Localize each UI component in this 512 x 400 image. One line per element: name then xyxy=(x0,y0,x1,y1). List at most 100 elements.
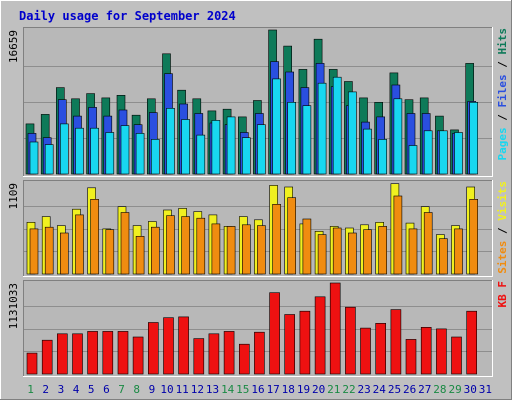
x-tick-label-day-8: 8 xyxy=(133,383,140,396)
bar-kb-f-day-4 xyxy=(72,333,83,375)
x-tick-label-day-12: 12 xyxy=(191,383,204,396)
bar-sites-day-5 xyxy=(90,199,99,275)
bar-sites-day-28 xyxy=(439,238,448,275)
bar-sites-day-22 xyxy=(348,232,357,275)
bar-sites-day-15 xyxy=(242,224,251,275)
bar-pages-day-12 xyxy=(196,134,206,175)
bar-pages-day-22 xyxy=(348,91,357,175)
bar-pages-day-14 xyxy=(226,116,236,175)
x-tick-label-day-26: 26 xyxy=(403,383,416,396)
chart-title: Daily usage for September 2024 xyxy=(19,9,236,23)
bar-sites-day-26 xyxy=(408,228,418,275)
bar-sites-day-30 xyxy=(469,199,479,275)
x-tick-label-day-25: 25 xyxy=(388,383,401,396)
legend-entry: / xyxy=(496,108,509,128)
series-sites xyxy=(29,195,479,275)
x-tick-label-day-17: 17 xyxy=(267,383,280,396)
bar-sites-day-25 xyxy=(393,195,403,275)
bar-kb-f-day-23 xyxy=(360,327,371,375)
legend-entry: Files xyxy=(496,74,509,107)
bar-sites-day-2 xyxy=(44,226,54,275)
bar-sites-day-9 xyxy=(151,226,160,275)
bar-pages-day-29 xyxy=(454,132,463,175)
legend-entry: Visits xyxy=(496,181,509,221)
bar-pages-day-9 xyxy=(151,139,160,175)
x-tick-label-day-11: 11 xyxy=(176,383,189,396)
x-tick-label-day-9: 9 xyxy=(149,383,156,396)
bar-kb-f-day-6 xyxy=(102,331,114,375)
panel-legend: Pages / Files / Hits xyxy=(496,28,509,161)
panel-legend: KB F xyxy=(496,281,509,308)
bar-sites-day-29 xyxy=(454,228,463,275)
bar-sites-day-19 xyxy=(302,218,312,275)
x-tick-label-day-28: 28 xyxy=(433,383,446,396)
bar-kb-f-day-20 xyxy=(314,296,326,375)
x-tick-label-day-5: 5 xyxy=(88,383,95,396)
legend-entry: Sites xyxy=(496,241,509,274)
bar-pages-day-25 xyxy=(393,98,403,175)
bar-kb-f-day-28 xyxy=(436,328,447,375)
bar-pages-day-20 xyxy=(317,82,327,175)
legend-entry: / xyxy=(496,221,509,241)
bar-pages-day-27 xyxy=(423,130,433,175)
x-tick-label-day-21: 21 xyxy=(327,383,340,396)
bar-pages-day-24 xyxy=(378,139,388,175)
bar-kb-f-day-13 xyxy=(208,333,220,375)
x-tick-label-day-20: 20 xyxy=(312,383,325,396)
bar-sites-day-23 xyxy=(363,229,372,275)
bar-kb-f-day-2 xyxy=(41,339,53,375)
bar-pages-day-15 xyxy=(242,137,251,175)
x-tick-label-day-13: 13 xyxy=(206,383,219,396)
bar-sites-day-12 xyxy=(196,217,206,275)
x-tick-label-day-1: 1 xyxy=(27,383,34,396)
bar-kb-f-day-15 xyxy=(239,343,250,375)
panel-hits-files-pages: 16659 Pages / Files / Hits xyxy=(7,27,509,177)
x-tick-label-day-15: 15 xyxy=(236,383,249,396)
bar-sites-day-6 xyxy=(105,229,115,275)
bar-sites-day-21 xyxy=(332,227,342,275)
panel-max-label: 1109 xyxy=(7,183,20,210)
bar-pages-day-28 xyxy=(439,130,448,175)
bar-pages-day-4 xyxy=(75,127,84,175)
bar-sites-day-4 xyxy=(75,214,84,275)
bar-sites-day-3 xyxy=(59,232,69,275)
legend-entry: / xyxy=(496,55,509,75)
x-tick-label-day-4: 4 xyxy=(73,383,80,396)
panel-visits-sites: 1109 Sites / Visits xyxy=(7,180,509,277)
x-tick-label-day-7: 7 xyxy=(118,383,125,396)
bar-kb-f-day-18 xyxy=(284,314,296,375)
bar-pages-day-21 xyxy=(332,76,342,175)
bar-pages-day-1 xyxy=(29,141,39,175)
bar-pages-day-11 xyxy=(181,119,190,175)
x-tick-label-day-10: 10 xyxy=(160,383,173,396)
panel-max-label: 1131033 xyxy=(7,283,20,329)
bar-sites-day-18 xyxy=(287,197,297,275)
bar-pages-day-8 xyxy=(135,133,145,175)
bar-kb-f-day-5 xyxy=(87,331,98,375)
bar-pages-day-3 xyxy=(59,123,69,175)
x-tick-label-day-23: 23 xyxy=(357,383,370,396)
x-tick-label-day-2: 2 xyxy=(42,383,49,396)
bar-pages-day-6 xyxy=(105,132,115,175)
bar-sites-day-7 xyxy=(120,212,130,275)
bar-pages-day-5 xyxy=(90,127,99,175)
bar-kb-f-day-14 xyxy=(223,331,235,375)
x-tick-label-day-6: 6 xyxy=(103,383,110,396)
x-tick-label-day-18: 18 xyxy=(282,383,295,396)
bar-kb-f-day-3 xyxy=(56,333,68,375)
bar-pages-day-19 xyxy=(302,105,312,175)
bar-sites-day-24 xyxy=(378,226,388,275)
bar-sites-day-27 xyxy=(423,212,433,275)
bar-pages-day-30 xyxy=(469,102,479,175)
x-tick-label-day-16: 16 xyxy=(251,383,264,396)
chart-panels: 16659 Pages / Files / Hits 1109 Sites / Vis… xyxy=(7,27,509,377)
bar-kb-f-day-22 xyxy=(345,306,356,375)
bar-pages-day-7 xyxy=(120,125,130,175)
bar-sites-day-10 xyxy=(166,215,175,275)
legend-entry: Pages xyxy=(496,127,509,160)
x-tick-label-day-24: 24 xyxy=(373,383,387,396)
bar-pages-day-18 xyxy=(287,102,297,175)
bar-kb-f-day-8 xyxy=(132,336,144,375)
bar-kb-f-day-24 xyxy=(375,322,387,375)
